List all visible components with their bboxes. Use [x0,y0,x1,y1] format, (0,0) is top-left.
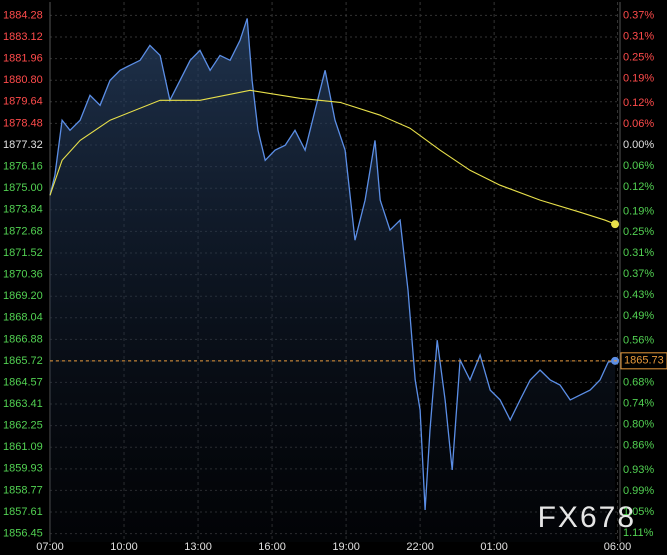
y2-tick-label: 0.25% [623,51,654,63]
y2-tick-label: 0.12% [623,181,654,193]
x-tick-label: 16:00 [258,541,286,553]
y-tick-label: 1862.25 [3,420,43,432]
y-tick-label: 1876.16 [3,161,43,173]
y-tick-label: 1863.41 [3,398,43,410]
y-tick-label: 1859.93 [3,463,43,475]
y-tick-label: 1865.72 [3,355,43,367]
y2-tick-label: 0.12% [623,97,654,109]
x-tick-label: 01:00 [480,541,508,553]
y2-tick-label: 1.05% [623,506,654,518]
y-tick-label: 1879.64 [3,96,43,108]
y2-tick-label: 1.11% [623,527,654,539]
x-tick-label: 13:00 [184,541,212,553]
x-tick-label: 06:00 [604,541,632,553]
y2-tick-label: 0.80% [623,418,654,430]
y2-tick-label: 0.68% [623,377,654,389]
last-price-label: 1865.73 [624,355,664,367]
y2-tick-label: 0.06% [623,160,654,172]
y-tick-label: 1866.88 [3,333,43,345]
average-line [49,89,616,225]
y2-tick-label: 0.99% [623,485,654,497]
x-tick-label: 19:00 [332,541,360,553]
y2-tick-label: 0.25% [623,226,654,238]
y-tick-label: 1870.36 [3,269,43,281]
y-tick-label: 1856.45 [3,528,43,540]
y-tick-label: 1878.48 [3,117,43,129]
y-tick-label: 1873.84 [3,204,43,216]
y2-tick-label: 0.06% [623,118,654,130]
y2-tick-label: 0.37% [623,268,654,280]
y-tick-label: 1880.80 [3,74,43,86]
y2-tick-label: 0.19% [623,205,654,217]
y2-tick-label: 0.86% [623,439,654,451]
y-tick-label: 1857.61 [3,506,43,518]
y2-tick-label: 0.31% [623,31,654,43]
watermark: FX678 [538,501,636,534]
y-tick-label: 1883.12 [3,31,43,43]
x-tick-label: 10:00 [110,541,138,553]
y2-tick-label: 0.37% [623,10,654,22]
end-dot [611,220,620,229]
price-line [49,18,616,511]
y-tick-label: 1872.68 [3,225,43,237]
last-price-box [620,352,667,370]
y2-tick-label: 0.19% [623,72,654,84]
y2-tick-label: 0.56% [623,335,654,347]
y-tick-label: 1875.00 [3,182,43,194]
x-tick-label: 22:00 [406,541,434,553]
y2-tick-label: 0.49% [623,310,654,322]
y2-tick-label: 0.74% [623,397,654,409]
y-tick-label: 1869.20 [3,290,43,302]
y-tick-label: 1877.32 [3,139,43,151]
y-tick-label: 1871.52 [3,247,43,259]
y2-tick-label: 0.00% [623,139,654,151]
x-tick-label: 07:00 [36,541,64,553]
y2-tick-label: 0.31% [623,247,654,259]
y-tick-label: 1861.09 [3,441,43,453]
y-tick-label: 1884.28 [3,9,43,21]
y2-tick-label: 0.93% [623,464,654,476]
y2-tick-label: 0.43% [623,289,654,301]
y-tick-label: 1858.77 [3,484,43,496]
price-area [50,18,616,542]
y-tick-label: 1868.04 [3,312,43,324]
y-tick-label: 1864.57 [3,376,43,388]
y-tick-label: 1881.96 [3,53,43,65]
